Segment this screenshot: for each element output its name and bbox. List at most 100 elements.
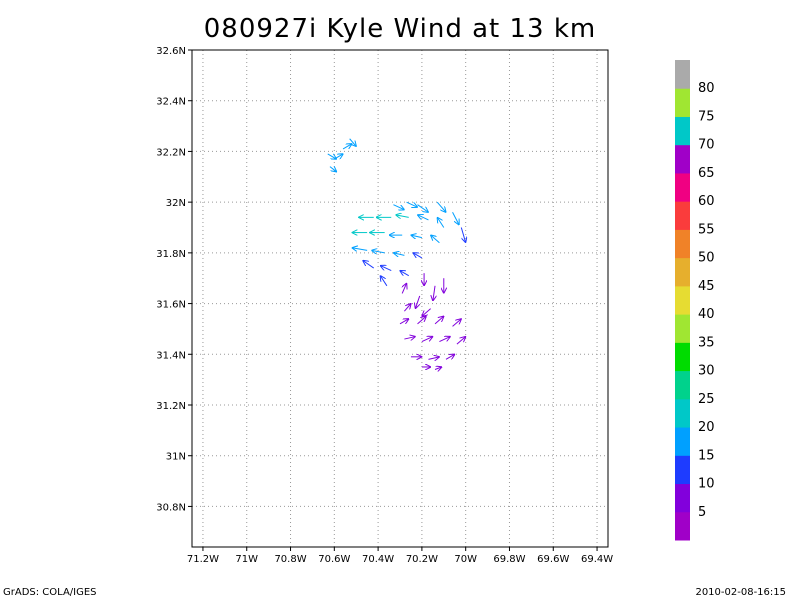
colorbar-label: 70 (698, 138, 715, 153)
wind-vector (434, 317, 443, 325)
colorbar-label: 30 (698, 364, 715, 379)
colorbar-swatch (675, 285, 690, 315)
colorbar-swatch (675, 342, 690, 372)
wind-vector (327, 153, 336, 159)
colorbar-label: 65 (698, 166, 715, 181)
plot-frame (191, 49, 609, 548)
wind-vector (431, 236, 440, 244)
colorbar-swatch (675, 427, 690, 456)
y-tick-label: 31.6N (156, 300, 186, 311)
colorbar: 5 10 15 20 25 30 35 40 45 50 55 60 65 70 75 80 (675, 60, 715, 541)
colorbar-swatch (675, 483, 690, 513)
grid-lines (188, 49, 608, 551)
colorbar-swatch (675, 116, 690, 146)
colorbar-swatch (675, 172, 690, 202)
y-tick-label: 30.8N (156, 502, 186, 513)
wind-vector (353, 248, 368, 250)
colorbar-label: 80 (698, 81, 715, 96)
colorbar-label: 50 (698, 251, 715, 266)
colorbar-swatch (675, 370, 690, 400)
wind-vector (452, 212, 459, 224)
y-tick-label: 32.2N (156, 147, 186, 158)
colorbar-label: 25 (698, 392, 715, 407)
x-tick-label: 71W (235, 554, 258, 565)
x-tick-label: 70.8W (274, 554, 306, 565)
x-tick-labels: 71.2W 71W 70.8W 70.6W 70.4W 70.2W 70W 69.8W 69.6… (187, 554, 613, 565)
colorbar-swatch (675, 88, 690, 117)
x-tick-label: 70.6W (318, 554, 350, 565)
wind-vector (329, 167, 336, 172)
x-tick-label: 70.2W (406, 554, 438, 565)
footer-timestamp: 2010-02-08-16:15 (695, 587, 786, 598)
wind-vector (399, 319, 408, 325)
colorbar-swatch (675, 314, 690, 343)
colorbar-swatch (675, 455, 690, 485)
y-tick-label: 31.2N (156, 401, 186, 412)
wind-vector (400, 271, 410, 277)
y-tick-label: 31N (166, 452, 186, 463)
wind-vector (416, 295, 421, 308)
y-tick-label: 32.4N (156, 97, 186, 108)
wind-vector (396, 215, 409, 217)
wind-vector (452, 319, 461, 327)
wind-vector (433, 285, 435, 300)
wind-vector (460, 227, 465, 242)
colorbar-label: 60 (698, 194, 715, 209)
y-tick-label: 32.6N (156, 46, 186, 57)
wind-vector (428, 357, 438, 359)
wind-vector (349, 138, 356, 146)
wind-vector (394, 253, 405, 255)
wind-vector (393, 204, 403, 210)
wind-vector (412, 235, 423, 237)
colorbar-label: 55 (698, 222, 715, 237)
colorbar-label: 75 (698, 109, 715, 124)
y-tick-labels: 30.8N 31N 31.2N 31.4N 31.6N 31.8N 32N 32.2N 32.4… (156, 46, 186, 513)
wind-vector (445, 355, 454, 360)
wind-vector (418, 215, 429, 221)
colorbar-swatch (675, 144, 690, 174)
wind-vector (436, 201, 445, 212)
colorbar-label: 10 (698, 477, 715, 492)
wind-vector (438, 218, 445, 228)
x-tick-label: 71.2W (187, 554, 219, 565)
wind-vector (414, 253, 423, 259)
wind-vector (417, 204, 428, 212)
wind-vector (381, 266, 392, 272)
x-tick-label: 69.6W (537, 554, 569, 565)
colorbar-swatch (675, 201, 690, 230)
colorbar-label: 40 (698, 307, 715, 322)
chart-title: 080927i Kyle Wind at 13 km (203, 14, 597, 44)
colorbar-swatch (675, 229, 690, 259)
colorbar-label: 45 (698, 279, 715, 294)
wind-vector (402, 284, 406, 294)
x-tick-label: 69.8W (493, 554, 525, 565)
wind-vector (404, 304, 410, 312)
colorbar-label: 35 (698, 335, 715, 350)
wind-vector (422, 308, 431, 316)
wind-vectors (327, 138, 466, 370)
colorbar-label: 15 (698, 448, 715, 463)
wind-vector (439, 337, 449, 343)
x-tick-label: 69.4W (581, 554, 613, 565)
colorbar-label: 20 (698, 420, 715, 435)
footer-credit: GrADS: COLA/IGES (3, 587, 97, 598)
colorbar-swatch (675, 511, 690, 541)
wind-vector (342, 144, 351, 150)
wind-vector (381, 276, 388, 287)
y-tick-label: 31.8N (156, 249, 186, 260)
wind-vector (334, 154, 342, 160)
wind-vector (456, 337, 465, 345)
colorbar-label: 5 (698, 505, 706, 520)
colorbar-swatch (675, 257, 690, 287)
wind-vector (421, 337, 432, 343)
x-tick-label: 70.4W (362, 554, 394, 565)
wind-vector (404, 337, 414, 339)
wind-vector (417, 317, 426, 325)
wind-vector (406, 201, 417, 207)
wind-vector (434, 367, 441, 369)
wind-vector (363, 261, 375, 269)
y-tick-label: 31.4N (156, 350, 186, 361)
wind-vector (372, 250, 385, 252)
colorbar-swatch (675, 60, 690, 89)
y-tick-label: 32N (166, 198, 186, 209)
